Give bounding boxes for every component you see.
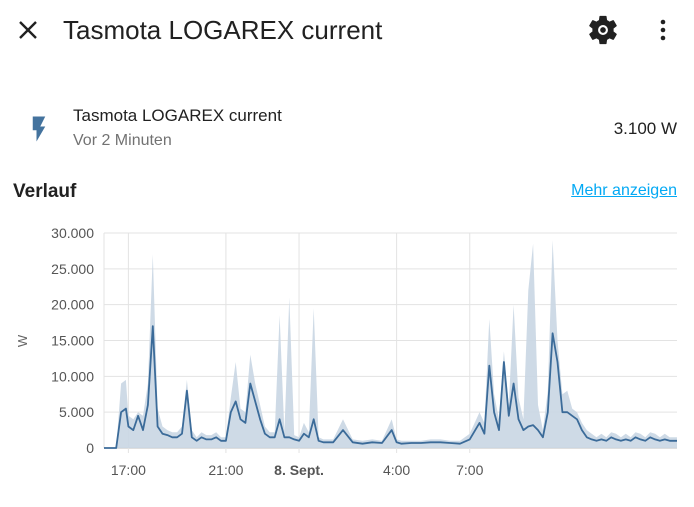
gear-icon[interactable] (586, 13, 620, 47)
x-tick-label: 4:00 (383, 462, 410, 478)
x-tick-label: 8. Sept. (274, 462, 324, 478)
more-info-link[interactable]: Mehr anzeigen (571, 182, 677, 199)
y-axis-label: W (15, 334, 30, 347)
entity-row: Tasmota LOGAREX current Vor 2 Minuten 3.… (0, 100, 694, 160)
y-tick-label: 5.000 (59, 404, 94, 420)
entity-name: Tasmota LOGAREX current (73, 106, 282, 125)
history-chart: 0 5.000 10.000 15.000 20.000 25.000 30.000 17:… (15, 225, 677, 478)
entity-last-changed: Vor 2 Minuten (73, 132, 172, 149)
entity-state-value: 3.100 W (613, 119, 677, 138)
y-tick-label: 30.000 (51, 225, 94, 241)
history-title: Verlauf (13, 181, 77, 202)
dialog-header: Tasmota LOGAREX current (0, 0, 694, 62)
series-line (104, 325, 677, 449)
more-vertical-icon[interactable] (648, 13, 678, 47)
y-tick-label: 20.000 (51, 297, 94, 313)
close-icon[interactable] (12, 14, 44, 46)
dialog-title: Tasmota LOGAREX current (63, 15, 383, 45)
x-tick-label: 21:00 (208, 462, 243, 478)
x-tick-label: 7:00 (456, 462, 483, 478)
y-tick-label: 15.000 (51, 333, 94, 349)
y-tick-label: 0 (86, 440, 94, 456)
x-tick-label: 17:00 (111, 462, 146, 478)
y-tick-label: 10.000 (51, 368, 94, 384)
y-tick-label: 25.000 (51, 261, 94, 277)
flash-icon (24, 114, 54, 144)
series-max-band (104, 240, 677, 448)
